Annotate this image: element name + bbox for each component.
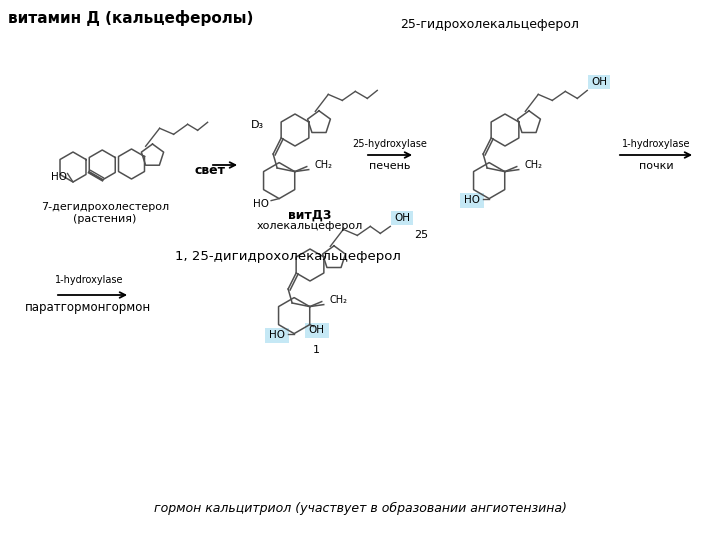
Text: 7-дегидрохолестерол
(растения): 7-дегидрохолестерол (растения) [41, 202, 169, 224]
Text: HO: HO [464, 194, 480, 205]
Text: CH₂: CH₂ [315, 160, 333, 170]
FancyBboxPatch shape [265, 328, 289, 342]
Text: HO: HO [253, 199, 269, 208]
Text: 25: 25 [414, 231, 428, 240]
Text: печень: печень [369, 161, 410, 171]
Text: холекальцеферол: холекальцеферол [257, 221, 363, 231]
Text: 1-hydroxylase: 1-hydroxylase [622, 139, 690, 149]
Text: витамин Д (кальцеферолы): витамин Д (кальцеферолы) [8, 10, 253, 26]
Text: 25-hydroxylase: 25-hydroxylase [353, 139, 428, 149]
Text: HO: HO [52, 172, 68, 183]
Text: 1: 1 [313, 345, 320, 355]
FancyBboxPatch shape [588, 76, 611, 90]
Text: CH₂: CH₂ [330, 295, 348, 305]
Text: OH: OH [591, 77, 607, 87]
Text: почки: почки [639, 161, 673, 171]
Text: CH₂: CH₂ [525, 160, 543, 170]
Text: витД3: витД3 [288, 208, 332, 221]
Text: 1, 25-дигидрохолекальцеферол: 1, 25-дигидрохолекальцеферол [175, 250, 401, 263]
FancyBboxPatch shape [305, 322, 329, 338]
Text: D₃: D₃ [251, 120, 264, 130]
Text: OH: OH [395, 213, 410, 224]
Text: HO: HO [269, 329, 285, 340]
Text: гормон кальцитриол (участвует в образовании ангиотензина): гормон кальцитриол (участвует в образова… [153, 502, 567, 515]
Text: 25-гидрохолекальцеферол: 25-гидрохолекальцеферол [400, 18, 580, 31]
Text: свет: свет [194, 164, 225, 177]
FancyBboxPatch shape [391, 211, 413, 225]
Text: 1-hydroxylase: 1-hydroxylase [55, 275, 124, 285]
Text: OH: OH [309, 325, 325, 335]
FancyBboxPatch shape [460, 193, 484, 207]
Text: паратгормонгормон: паратгормонгормон [25, 301, 151, 314]
